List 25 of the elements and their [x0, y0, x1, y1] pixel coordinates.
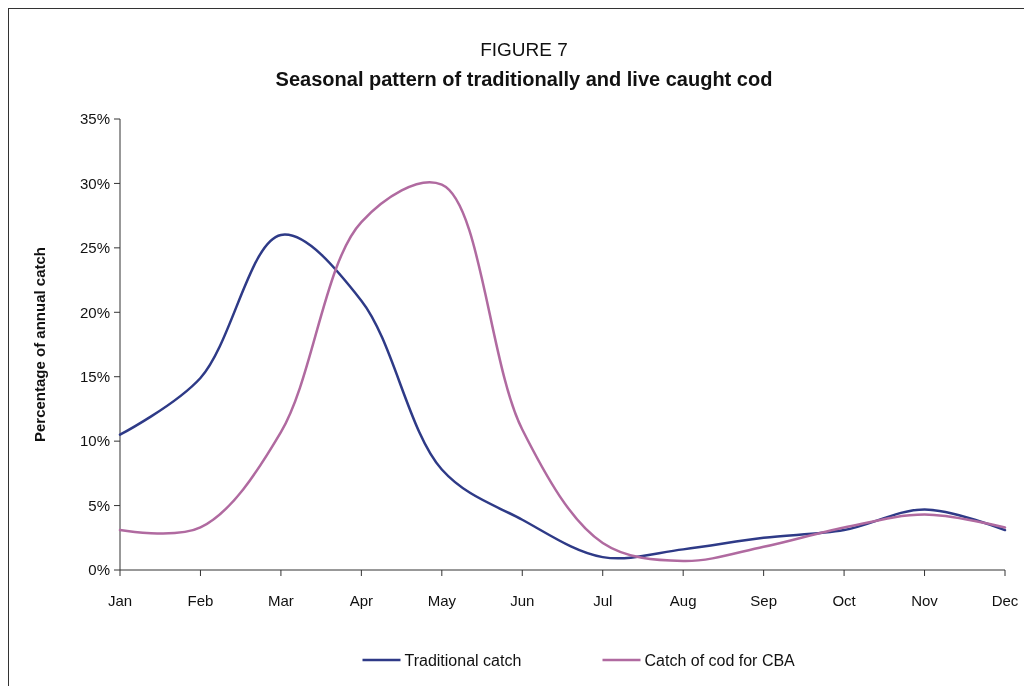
x-tick-label: May: [427, 592, 457, 609]
x-tick-label: Feb: [187, 592, 214, 609]
y-tick-label: 25%: [79, 239, 110, 257]
x-tick-label: Mar: [267, 592, 294, 609]
legend-label: Traditional catch: [404, 651, 522, 669]
x-tick-label: Nov: [911, 592, 939, 609]
chart-subtitle: Seasonal pattern of traditionally and live caught cod: [275, 68, 773, 90]
y-tick-label: 15%: [79, 367, 110, 385]
legend-label: Catch of cod for CBA: [644, 651, 796, 669]
y-tick-label: 10%: [79, 432, 110, 450]
x-tick-label: Oct: [832, 592, 857, 609]
y-axis-title: Percentage of annual catch: [31, 246, 48, 443]
x-tick-label: Dec: [991, 592, 1019, 609]
chart-title: FIGURE 7: [480, 39, 568, 60]
y-tick-label: 5%: [88, 496, 110, 514]
x-tick-label: Jun: [510, 592, 535, 609]
x-tick-label: Jul: [593, 592, 613, 609]
y-tick-label: 20%: [79, 303, 110, 321]
y-tick-label: 35%: [79, 110, 110, 128]
x-tick-label: Sep: [750, 592, 777, 609]
x-tick-label: Aug: [669, 592, 697, 609]
y-tick-label: 0%: [88, 561, 110, 579]
y-tick-label: 30%: [79, 174, 110, 192]
x-tick-label: Apr: [349, 592, 374, 609]
x-tick-label: Jan: [107, 592, 133, 609]
